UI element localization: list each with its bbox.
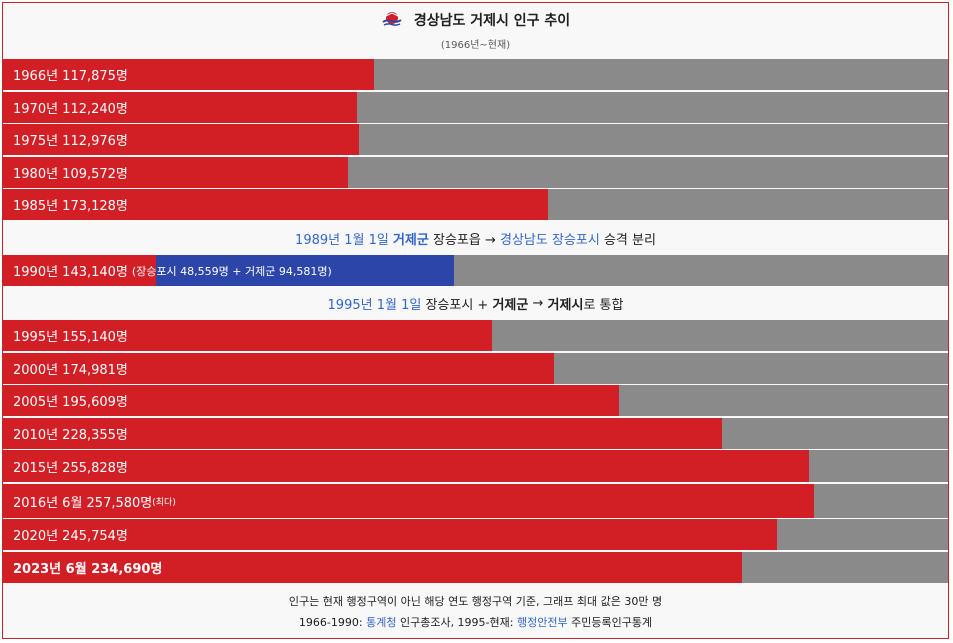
bar-label-text: 2000년 174,981명 <box>13 363 128 378</box>
bar-label: 1995년 155,140명 <box>13 320 128 351</box>
bar-row: 1966년 117,875명 <box>3 59 948 90</box>
footer-note: 인구는 현재 행정구역이 아닌 해당 연도 행정구역 기준, 그래프 최대 값은… <box>288 595 663 608</box>
bar-segment-geoje-gun <box>156 255 454 286</box>
note-1989-text-d: 승격 분리 <box>603 232 656 248</box>
bar-row: 1990년 143,140명 (장승포시 48,559명 + 거제군 94,581… <box>3 255 948 286</box>
bar-label: 1985년 173,128명 <box>13 189 128 220</box>
bar-row: 2016년 6월 257,580명 (최다) <box>3 484 948 518</box>
footer-source-text-e: 주민등록인구통계 <box>571 616 653 629</box>
note-1989: 1989년 1월 1일 거제군 장승포읍 → 경상남도 장승포시 승격 분리 <box>3 222 948 254</box>
chart-subtitle: (1966년~현재) <box>440 40 511 51</box>
bar-row: 2023년 6월 234,690명 <box>3 552 948 583</box>
bar-label-text: 1990년 143,140명 <box>13 265 128 280</box>
bar <box>3 59 374 90</box>
bar-label: 1966년 117,875명 <box>13 59 128 90</box>
link-geoje-gun[interactable]: 거제군 <box>392 232 429 248</box>
link-1995-date[interactable]: 1995년 1월 1일 <box>327 297 422 313</box>
bar <box>3 92 357 123</box>
footer-sources: 1966-1990: 통계청 인구총조사, 1995-현재: 행정안전부 주민등… <box>3 614 948 630</box>
bar-row: 2015년 255,828명 <box>3 450 948 482</box>
bar-label-text: 1970년 112,240명 <box>13 102 128 117</box>
footer-source-text-c: 인구총조사, 1995-현재: <box>399 616 514 629</box>
note-1989-text-b: 장승포읍 → <box>433 232 496 248</box>
link-ministry-interior[interactable]: 행정안전부 <box>516 616 568 629</box>
chart-footer: 인구는 현재 행정구역이 아닌 해당 연도 행정구역 기준, 그래프 최대 값은… <box>3 583 948 638</box>
bar-row: 1985년 173,128명 <box>3 189 948 220</box>
bar-label-text: 1995년 155,140명 <box>13 330 128 345</box>
bar-label: 1975년 112,976명 <box>13 124 128 155</box>
bar-label-superscript: (최다) <box>152 497 176 508</box>
note-1995: 1995년 1월 1일 장승포시 + 거제군 → 거제시 로 통합 <box>3 287 948 319</box>
bar-label: 2015년 255,828명 <box>13 450 128 482</box>
bar-row: 1975년 112,976명 <box>3 124 948 155</box>
geoje-city-logo-icon <box>382 11 402 26</box>
note-1995-geoje-si: 거제시 <box>547 297 584 313</box>
bar <box>3 484 814 518</box>
bar-label: 2005년 195,609명 <box>13 385 128 416</box>
bar-row: 2000년 174,981명 <box>3 353 948 384</box>
bar <box>3 450 809 482</box>
bar-label: 2000년 174,981명 <box>13 353 128 384</box>
bar-segment-jangseungpo <box>3 255 156 286</box>
bar-label-text: 2023년 6월 234,690명 <box>13 562 163 577</box>
link-1989-date[interactable]: 1989년 1월 1일 <box>295 232 389 248</box>
bar <box>3 124 359 155</box>
bar-label-text: 1966년 117,875명 <box>13 69 128 84</box>
bar <box>3 552 742 583</box>
bar-row: 1970년 112,240명 <box>3 92 948 123</box>
bar-row: 1995년 155,140명 <box>3 320 948 351</box>
note-1995-text-a: 장승포시 + <box>425 297 489 313</box>
bar-label-text: 2016년 6월 257,580명 <box>13 495 153 511</box>
bar-label-text: 2020년 245,754명 <box>13 529 128 544</box>
bar-label-text: 2010년 228,355명 <box>13 428 128 443</box>
link-statistics-korea[interactable]: 통계청 <box>366 616 397 629</box>
bar-label: 2010년 228,355명 <box>13 418 128 449</box>
bar-row: 2005년 195,609명 <box>3 385 948 416</box>
bar <box>3 353 554 384</box>
note-1995-arrow: → <box>532 295 544 311</box>
bar-label-text: 1975년 112,976명 <box>13 134 128 149</box>
bar-label: 1980년 109,572명 <box>13 157 128 188</box>
bar-row: 1980년 109,572명 <box>3 157 948 188</box>
bar <box>3 385 619 416</box>
link-jangseungpo-si[interactable]: 경상남도 장승포시 <box>500 232 600 248</box>
bar-label: 2016년 6월 257,580명 (최다) <box>13 484 176 518</box>
bar-label-detail: (장승포시 48,559명 + 거제군 94,581명) <box>131 264 332 278</box>
chart-title: 경상남도 거제시 인구 추이 <box>413 12 571 29</box>
bar-label: 2023년 6월 234,690명 <box>13 552 162 583</box>
bar-label-text: 2015년 255,828명 <box>13 460 128 476</box>
bar <box>3 320 492 351</box>
title-row: 경상남도 거제시 인구 추이 <box>3 9 948 33</box>
bar <box>3 418 722 449</box>
bar-label-text: 1980년 109,572명 <box>13 167 128 182</box>
bar-label-text: 2005년 195,609명 <box>13 395 128 410</box>
bar <box>3 157 348 188</box>
bar-label: 2020년 245,754명 <box>13 519 128 550</box>
bar-label-text: 1985년 173,128명 <box>13 199 128 214</box>
bar-label: 1990년 143,140명 (장승포시 48,559명 + 거제군 94,581… <box>13 255 332 286</box>
bar-row: 2020년 245,754명 <box>3 519 948 550</box>
bar-row: 2010년 228,355명 <box>3 418 948 449</box>
note-1995-geoje-gun: 거제군 <box>492 297 529 313</box>
chart-header: 경상남도 거제시 인구 추이 (1966년~현재) <box>3 3 948 59</box>
footer-source-text-a: 1966-1990: <box>298 616 363 629</box>
bar <box>3 189 548 220</box>
bar <box>3 519 777 550</box>
note-1995-text-e: 로 통합 <box>583 297 624 313</box>
bar-label: 1970년 112,240명 <box>13 92 128 123</box>
